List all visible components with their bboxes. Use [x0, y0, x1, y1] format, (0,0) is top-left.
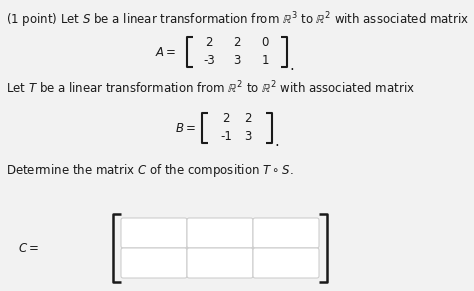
Text: .: .: [274, 134, 279, 148]
Text: 3: 3: [244, 130, 252, 143]
Text: Let $T$ be a linear transformation from $\mathbb{R}^2$ to $\mathbb{R}^2$ with as: Let $T$ be a linear transformation from …: [6, 80, 415, 97]
Text: 2: 2: [244, 113, 252, 125]
FancyBboxPatch shape: [121, 218, 187, 248]
FancyBboxPatch shape: [121, 248, 187, 278]
FancyBboxPatch shape: [187, 248, 253, 278]
Text: 1: 1: [261, 54, 269, 68]
Text: Determine the matrix $C$ of the composition $T \circ S$.: Determine the matrix $C$ of the composit…: [6, 162, 293, 179]
Text: -1: -1: [220, 130, 232, 143]
Text: .: .: [289, 58, 294, 72]
Text: -3: -3: [203, 54, 215, 68]
Text: $B =$: $B =$: [175, 122, 196, 134]
Text: $A =$: $A =$: [155, 45, 177, 58]
FancyBboxPatch shape: [253, 248, 319, 278]
Text: 3: 3: [233, 54, 241, 68]
Text: 2: 2: [222, 113, 230, 125]
FancyBboxPatch shape: [187, 218, 253, 248]
Text: $C =$: $C =$: [18, 242, 39, 255]
Text: 0: 0: [261, 36, 269, 49]
Text: 2: 2: [205, 36, 213, 49]
Text: (1 point) Let $S$ be a linear transformation from $\mathbb{R}^3$ to $\mathbb{R}^: (1 point) Let $S$ be a linear transforma…: [6, 10, 469, 30]
FancyBboxPatch shape: [253, 218, 319, 248]
Text: 2: 2: [233, 36, 241, 49]
